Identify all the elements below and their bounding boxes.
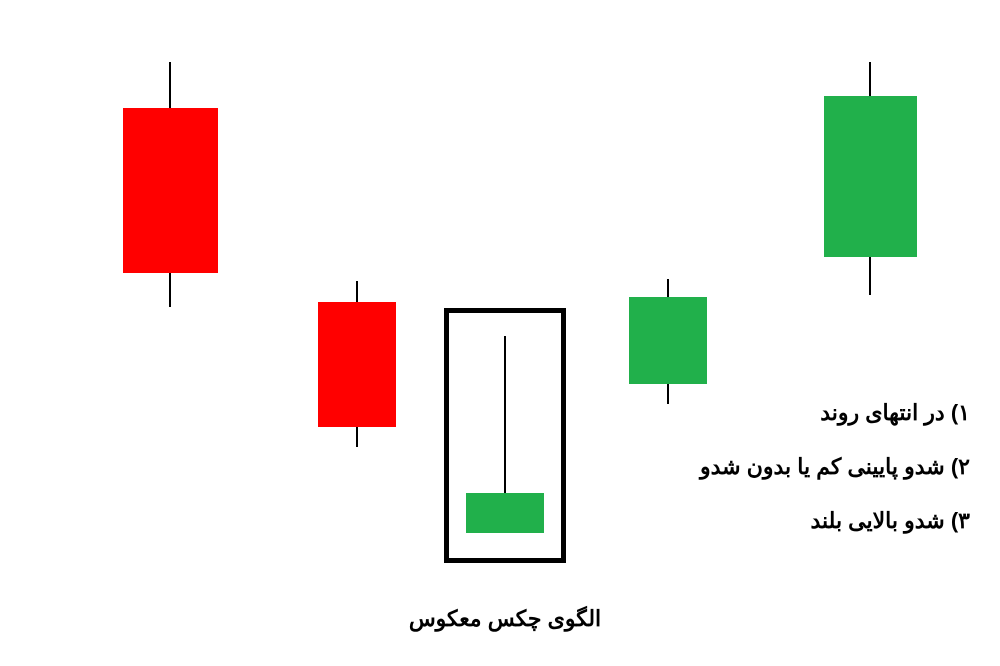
pattern-caption: الگوی چکس معکوس bbox=[355, 606, 655, 632]
candle-body bbox=[629, 297, 707, 384]
note-line-1: ۱) در انتهای روند bbox=[820, 400, 970, 426]
note-line-3: ۳) شدو بالایی بلند bbox=[810, 508, 970, 534]
pattern-highlight-box bbox=[444, 308, 566, 563]
candle-body bbox=[123, 108, 218, 273]
chart-stage: الگوی چکس معکوس ۱) در انتهای روند ۲) شدو پ… bbox=[0, 0, 1000, 666]
note-line-2: ۲) شدو پایینی کم یا بدون شدو bbox=[700, 454, 970, 480]
candle-body bbox=[824, 96, 917, 257]
candle-body bbox=[318, 302, 396, 427]
